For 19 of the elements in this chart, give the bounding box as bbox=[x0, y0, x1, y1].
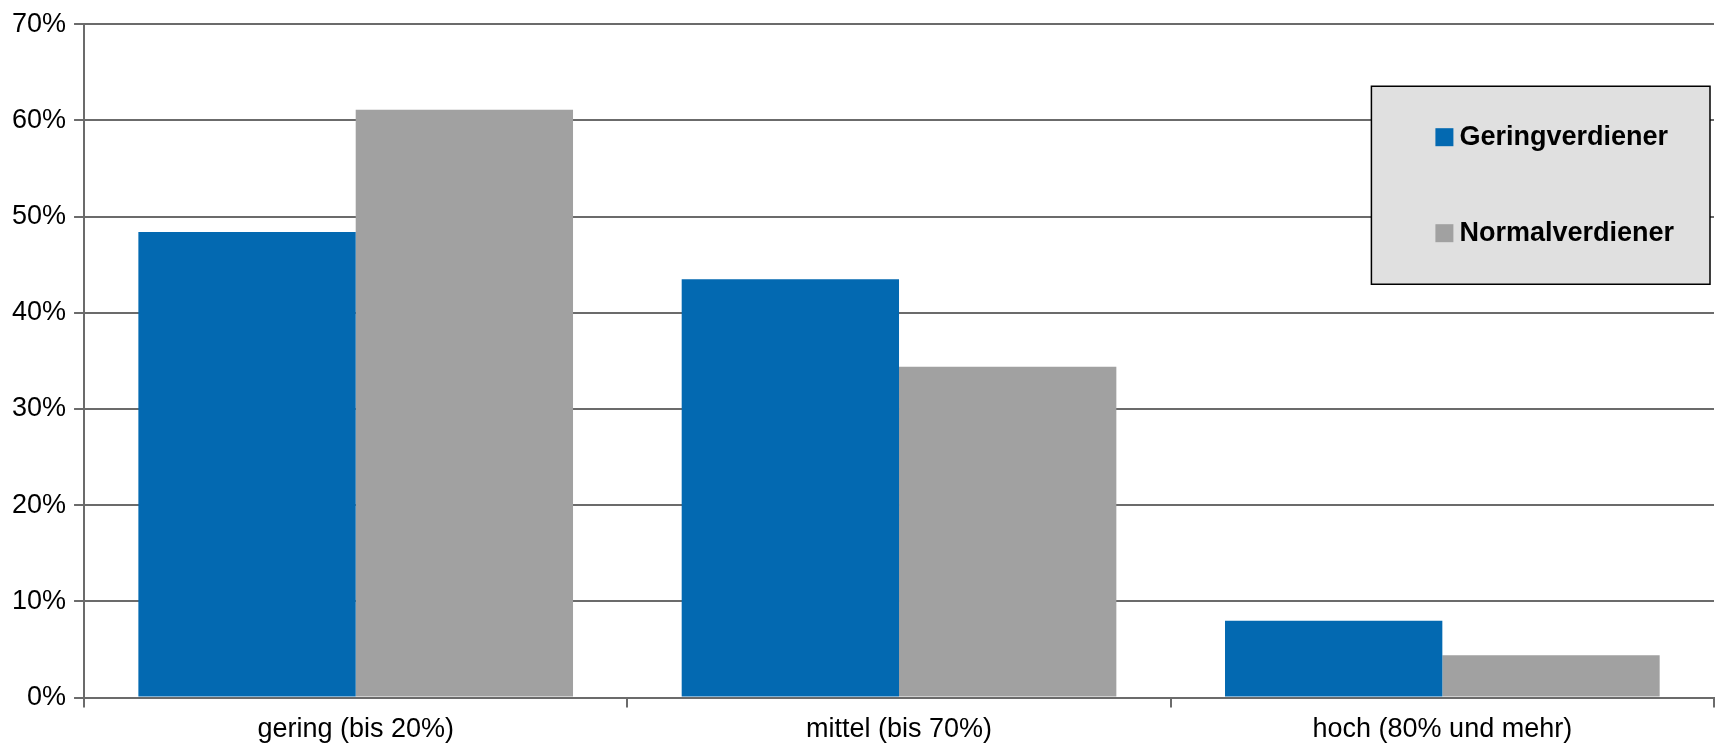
bar bbox=[1442, 655, 1660, 697]
y-tick-label: 20% bbox=[11, 488, 67, 519]
y-tick-label: 50% bbox=[11, 200, 67, 231]
legend-label: Geringverdiener bbox=[1459, 120, 1669, 151]
y-tick-label: 30% bbox=[11, 392, 67, 423]
x-tick-label: gering (bis 20%) bbox=[257, 713, 454, 744]
bar bbox=[899, 366, 1117, 697]
bar bbox=[138, 231, 356, 697]
bar bbox=[681, 279, 900, 697]
y-tick-label: 0% bbox=[27, 681, 67, 712]
y-tick-label: 10% bbox=[11, 584, 67, 615]
legend-label: Normalverdiener bbox=[1459, 216, 1675, 247]
x-tick-label: mittel (bis 70%) bbox=[806, 713, 993, 744]
x-tick-label: hoch (80% und mehr) bbox=[1312, 713, 1573, 744]
bar bbox=[355, 109, 574, 697]
y-tick-label: 40% bbox=[11, 296, 67, 327]
bar bbox=[1225, 620, 1443, 697]
y-tick-label: 60% bbox=[11, 103, 67, 134]
y-tick-label: 70% bbox=[11, 7, 67, 38]
